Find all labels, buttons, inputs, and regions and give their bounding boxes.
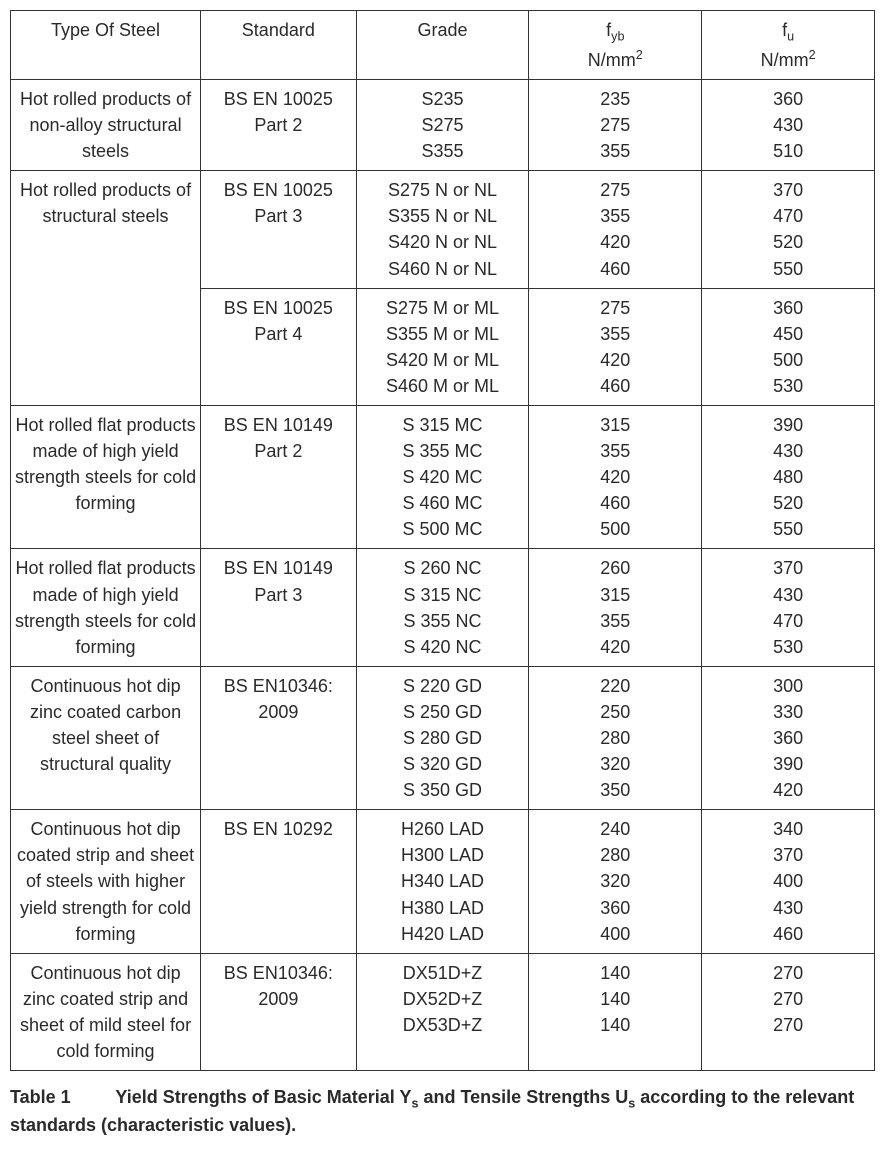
cell-grade: S 220 GD S 250 GD S 280 GD S 320 GD S 35…: [356, 666, 529, 809]
table-row: Continuous hot dip coated strip and shee…: [11, 810, 875, 953]
header-grade: Grade: [356, 11, 529, 80]
cell-grade: DX51D+Z DX52D+Z DX53D+Z: [356, 953, 529, 1070]
table-body: Hot rolled products of non-alloy structu…: [11, 79, 875, 1070]
table-row: Hot rolled flat products made of high yi…: [11, 405, 875, 548]
cell-grade: S275 M or ML S355 M or ML S420 M or ML S…: [356, 288, 529, 405]
cell-standard: BS EN 10292: [201, 810, 357, 953]
cell-standard: BS EN 10025 Part 2: [201, 79, 357, 170]
table-row: Hot rolled products of structural steels…: [11, 171, 875, 288]
cell-fyb: 240 280 320 360 400: [529, 810, 702, 953]
table-caption: Table 1 Yield Strengths of Basic Materia…: [10, 1085, 875, 1138]
cell-type-of-steel: Continuous hot dip zinc coated strip and…: [11, 953, 201, 1070]
cell-standard: BS EN10346: 2009: [201, 953, 357, 1070]
fu-unit: N/mm: [761, 50, 809, 70]
cell-type-of-steel: Hot rolled flat products made of high yi…: [11, 405, 201, 548]
table-header-row: Type Of Steel Standard Grade fyb N/mm2 f…: [11, 11, 875, 80]
fu-subscript: u: [787, 30, 794, 44]
caption-lead: Table 1: [10, 1087, 71, 1107]
cell-type-of-steel: Hot rolled products of structural steels: [11, 171, 201, 406]
table-row: Hot rolled products of non-alloy structu…: [11, 79, 875, 170]
cell-standard: BS EN 10149 Part 2: [201, 405, 357, 548]
table-row: Hot rolled flat products made of high yi…: [11, 549, 875, 666]
cell-fyb: 260 315 355 420: [529, 549, 702, 666]
cell-grade: S235 S275 S355: [356, 79, 529, 170]
caption-ys-sub: s: [411, 1097, 418, 1111]
header-fu: fu N/mm2: [702, 11, 875, 80]
cell-type-of-steel: Continuous hot dip coated strip and shee…: [11, 810, 201, 953]
cell-standard: BS EN 10149 Part 3: [201, 549, 357, 666]
cell-standard: BS EN 10025 Part 4: [201, 288, 357, 405]
cell-fu: 370 430 470 530: [702, 549, 875, 666]
cell-fu: 370 470 520 550: [702, 171, 875, 288]
cell-fyb: 275 355 420 460: [529, 171, 702, 288]
fyb-unit-sup: 2: [636, 48, 643, 62]
cell-fu: 300 330 360 390 420: [702, 666, 875, 809]
cell-fu: 340 370 400 430 460: [702, 810, 875, 953]
fyb-subscript: yb: [611, 30, 624, 44]
table-row: Continuous hot dip zinc coated strip and…: [11, 953, 875, 1070]
cell-standard: BS EN10346: 2009: [201, 666, 357, 809]
cell-fyb: 235 275 355: [529, 79, 702, 170]
cell-grade: H260 LAD H300 LAD H340 LAD H380 LAD H420…: [356, 810, 529, 953]
cell-fyb: 315 355 420 460 500: [529, 405, 702, 548]
caption-text-2: and Tensile Strengths U: [419, 1087, 629, 1107]
cell-grade: S 315 MC S 355 MC S 420 MC S 460 MC S 50…: [356, 405, 529, 548]
cell-grade: S 260 NC S 315 NC S 355 NC S 420 NC: [356, 549, 529, 666]
header-fyb: fyb N/mm2: [529, 11, 702, 80]
caption-text-1: Yield Strengths of Basic Material Y: [115, 1087, 411, 1107]
cell-type-of-steel: Hot rolled products of non-alloy structu…: [11, 79, 201, 170]
header-type-of-steel: Type Of Steel: [11, 11, 201, 80]
fyb-unit: N/mm: [588, 50, 636, 70]
cell-grade: S275 N or NL S355 N or NL S420 N or NL S…: [356, 171, 529, 288]
steel-strengths-table: Type Of Steel Standard Grade fyb N/mm2 f…: [10, 10, 875, 1071]
cell-fyb: 220 250 280 320 350: [529, 666, 702, 809]
table-row: Continuous hot dip zinc coated carbon st…: [11, 666, 875, 809]
cell-fyb: 275 355 420 460: [529, 288, 702, 405]
cell-fu: 390 430 480 520 550: [702, 405, 875, 548]
cell-type-of-steel: Hot rolled flat products made of high yi…: [11, 549, 201, 666]
cell-fu: 360 450 500 530: [702, 288, 875, 405]
cell-type-of-steel: Continuous hot dip zinc coated carbon st…: [11, 666, 201, 809]
cell-fu: 360 430 510: [702, 79, 875, 170]
header-standard: Standard: [201, 11, 357, 80]
cell-standard: BS EN 10025 Part 3: [201, 171, 357, 288]
cell-fu: 270 270 270: [702, 953, 875, 1070]
cell-fyb: 140 140 140: [529, 953, 702, 1070]
fu-unit-sup: 2: [809, 48, 816, 62]
